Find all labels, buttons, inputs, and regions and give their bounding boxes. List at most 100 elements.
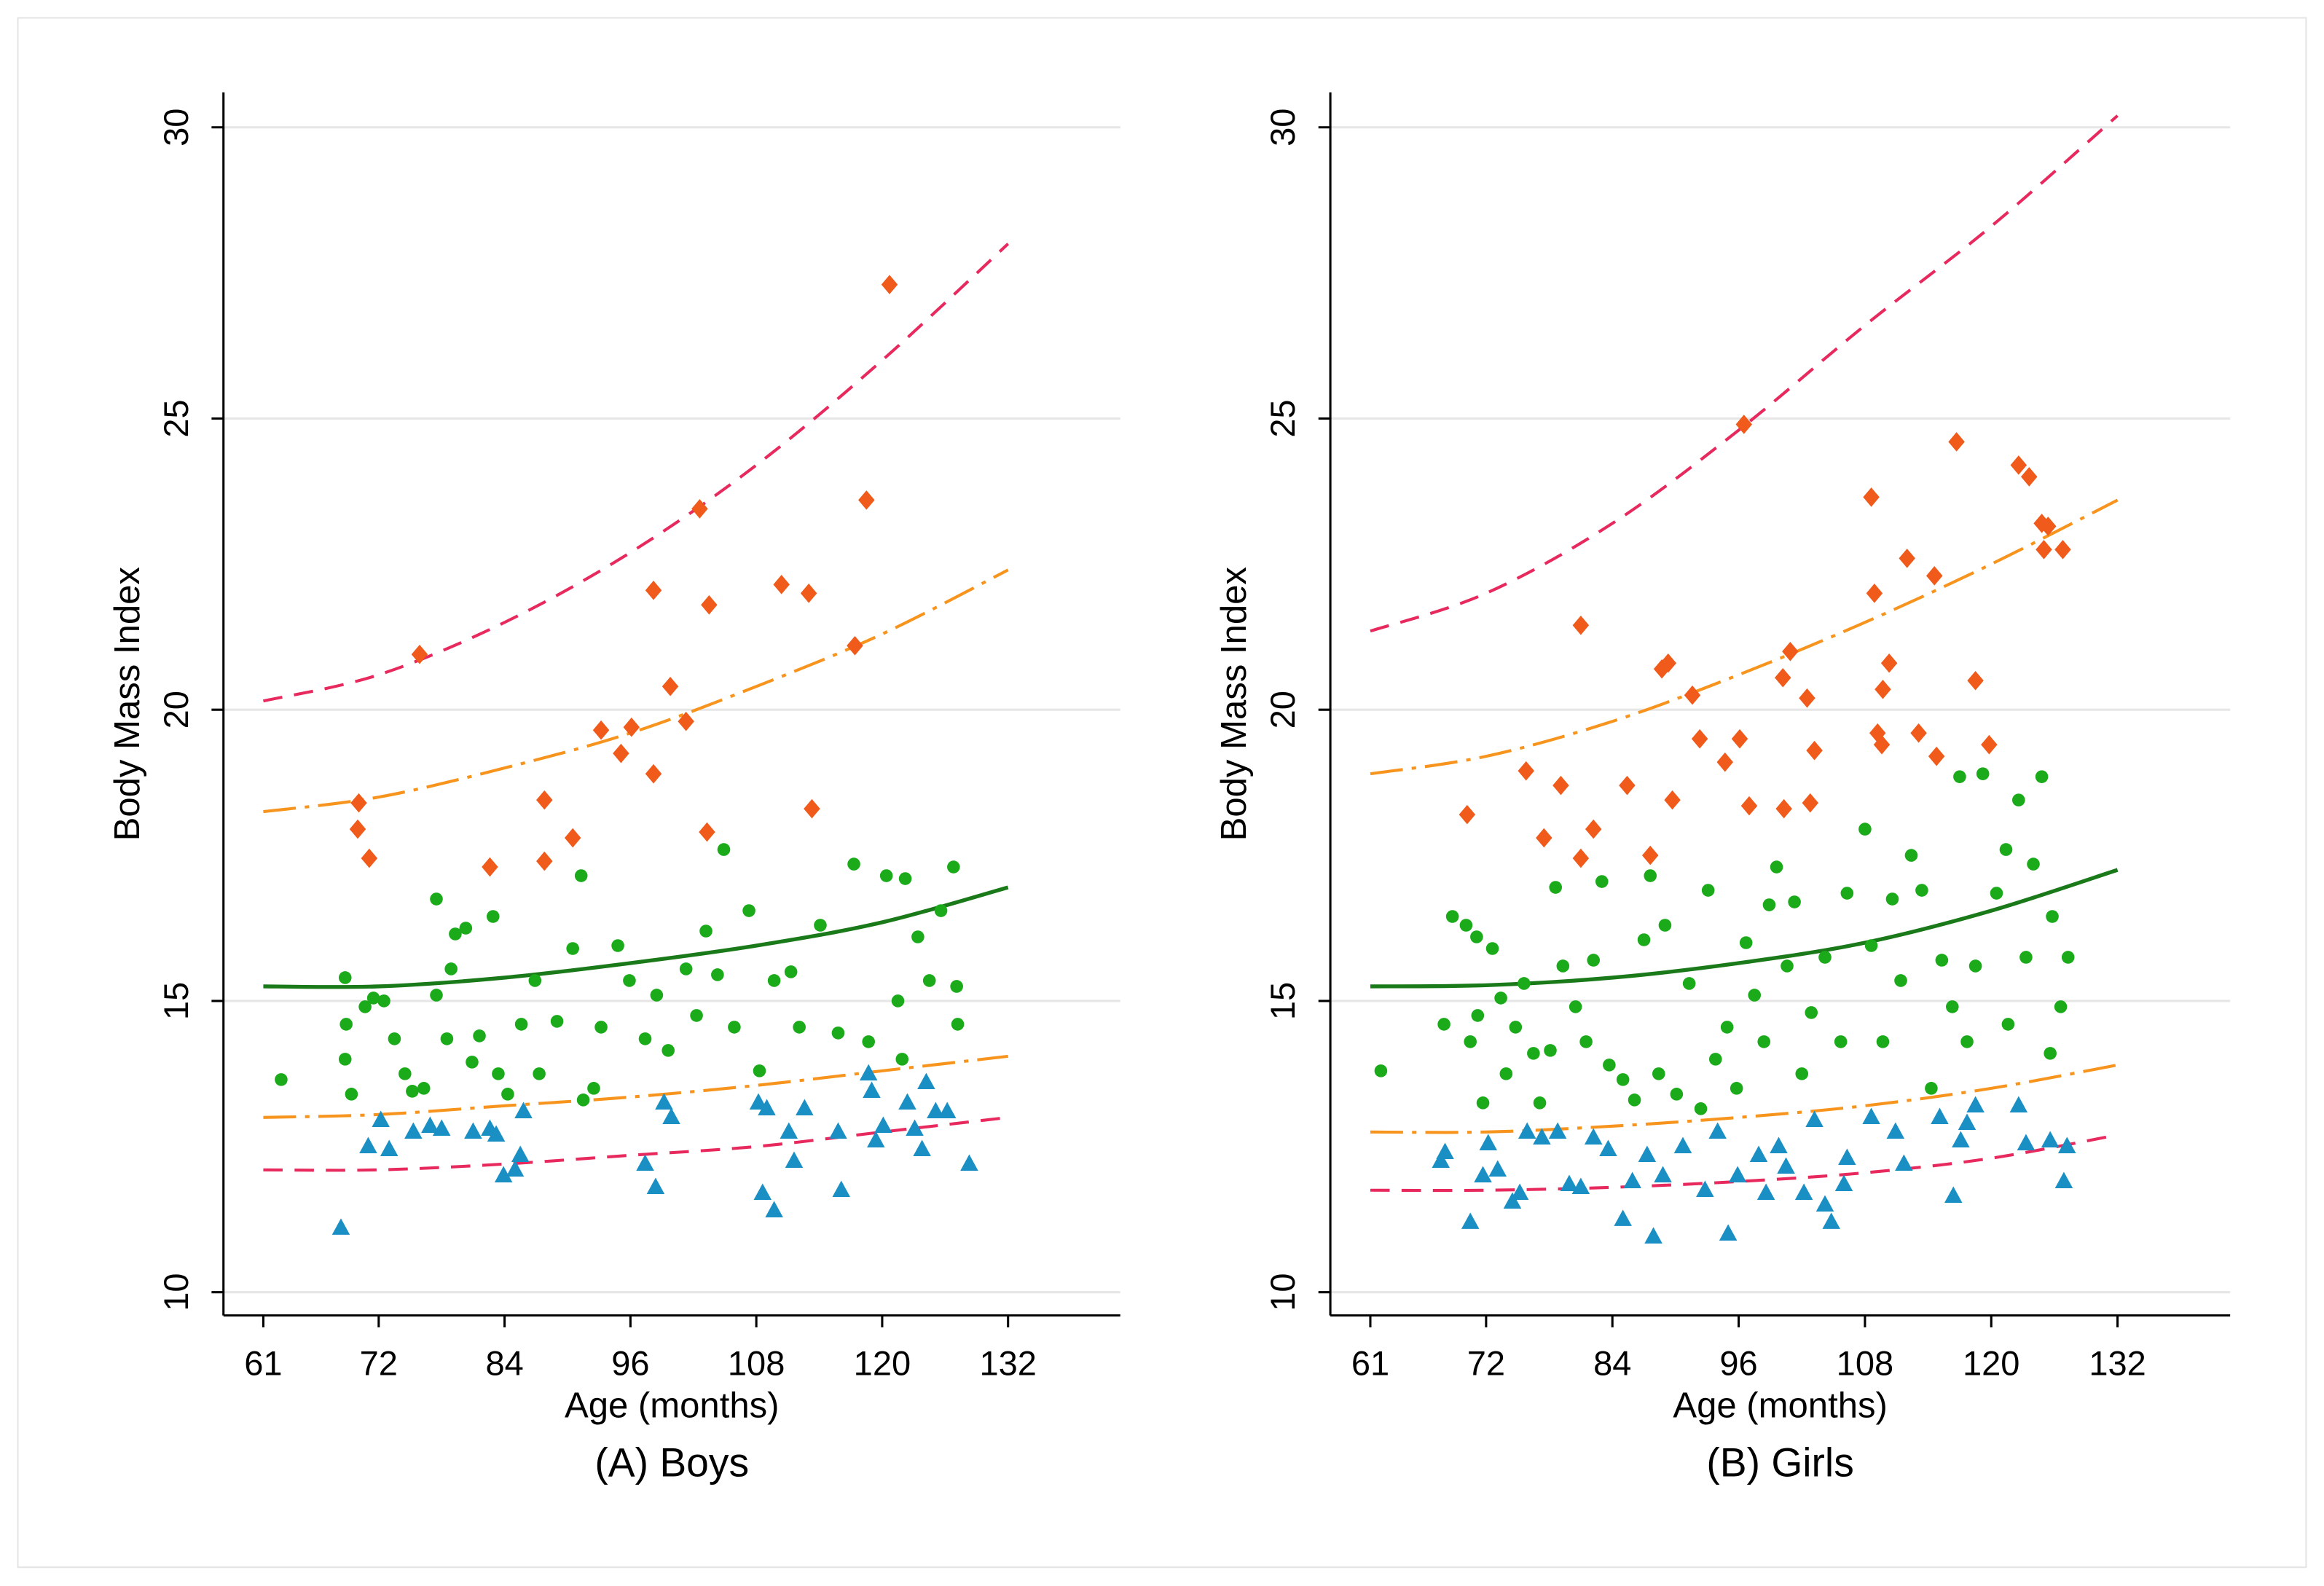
point-circle [891, 994, 905, 1008]
point-circle [1670, 1088, 1684, 1101]
point-circle [1781, 959, 1794, 973]
reference-curve [1370, 868, 2119, 989]
point-triangle [1654, 1166, 1672, 1182]
x-axis-label: Age (months) [565, 1386, 780, 1425]
point-triangle [1696, 1180, 1714, 1197]
point-circle [934, 904, 948, 917]
point-circle [358, 1000, 372, 1013]
point-diamond [645, 763, 662, 784]
point-triangle [829, 1122, 847, 1139]
point-triangle [863, 1081, 881, 1099]
point-circle [514, 1018, 528, 1031]
point-circle [1628, 1094, 1641, 1107]
point-circle [1935, 954, 1949, 967]
point-triangle [1518, 1122, 1536, 1139]
point-diamond [592, 720, 610, 740]
point-circle [650, 989, 664, 1002]
point-circle [1701, 884, 1715, 897]
point-circle [486, 910, 500, 923]
panel: 10 15 20 25 30 61 72 84 96 108 120 132 Age (months) B… [108, 92, 1120, 1485]
point-circle [1470, 930, 1483, 943]
point-circle [338, 971, 352, 984]
point-triangle [749, 1093, 768, 1110]
point-triangle [1756, 1183, 1775, 1200]
point-circle [1494, 992, 1507, 1005]
x-tick-label: 84 [1593, 1344, 1631, 1383]
point-diamond [623, 717, 640, 737]
point-triangle [404, 1122, 423, 1139]
point-circle [345, 1088, 358, 1101]
point-diamond [800, 584, 817, 603]
point-circle [1748, 989, 1762, 1002]
point-circle [449, 927, 462, 941]
point-circle [430, 892, 443, 906]
point-circle [1946, 1000, 1959, 1013]
point-triangle [1822, 1212, 1840, 1229]
x-tick-label: 120 [1963, 1344, 2019, 1383]
point-triangle [1614, 1209, 1632, 1226]
point-circle [911, 930, 925, 943]
point-triangle [1895, 1154, 1913, 1171]
point-circle [742, 904, 755, 917]
point-circle [339, 1018, 353, 1031]
point-circle [2001, 1018, 2015, 1031]
point-circle [459, 922, 473, 935]
point-circle [1644, 869, 1657, 882]
point-circle [1556, 959, 1570, 973]
point-circle [1770, 860, 1783, 874]
x-tick-label: 72 [1467, 1344, 1505, 1383]
point-diamond [1782, 641, 1799, 662]
point-circle [1652, 1067, 1665, 1080]
point-triangle [1719, 1224, 1738, 1241]
point-circle [594, 1021, 608, 1034]
point-triangle [1966, 1096, 1985, 1113]
point-circle [1834, 1035, 1848, 1048]
point-circle [1518, 977, 1531, 990]
point-circle [406, 1085, 419, 1098]
point-diamond [2054, 540, 2071, 560]
point-circle [1485, 942, 1499, 955]
point-circle [847, 857, 860, 871]
point-circle [1616, 1073, 1630, 1086]
point-circle [711, 968, 724, 981]
point-triangle [1708, 1122, 1727, 1139]
point-triangle [1834, 1174, 1853, 1191]
point-circle [1953, 770, 1966, 783]
point-triangle [898, 1093, 916, 1110]
y-axis-label: Body Mass Index [108, 567, 147, 841]
point-diamond [350, 793, 367, 813]
point-triangle [938, 1102, 957, 1119]
point-triangle [1944, 1186, 1963, 1203]
x-tick-label: 96 [1719, 1344, 1757, 1383]
point-diamond [411, 644, 428, 664]
point-circle [2054, 1000, 2068, 1013]
point-circle [1788, 895, 1801, 908]
point-triangle [927, 1102, 945, 1119]
point-circle [2012, 793, 2025, 806]
point-circle [1739, 936, 1753, 949]
y-axis-label: Body Mass Index [1214, 567, 1254, 841]
x-tick-label: 108 [728, 1344, 785, 1383]
point-circle [1999, 843, 2013, 856]
point-circle [793, 1021, 806, 1034]
point-circle [1762, 898, 1776, 911]
point-triangle [636, 1154, 654, 1171]
point-triangle [765, 1201, 783, 1217]
point-circle [1990, 887, 2003, 900]
point-diamond [1572, 848, 1590, 868]
point-triangle [2041, 1131, 2060, 1148]
point-triangle [780, 1122, 798, 1139]
x-tick-label: 96 [611, 1344, 649, 1383]
point-circle [831, 1026, 845, 1040]
point-circle [1595, 875, 1609, 888]
x-tick-label: 108 [1837, 1344, 1893, 1383]
point-triangle [1533, 1128, 1551, 1145]
point-circle [417, 1082, 431, 1095]
point-circle [466, 1056, 479, 1069]
point-triangle [874, 1116, 892, 1134]
point-diamond [645, 581, 662, 600]
point-diamond [1716, 752, 1734, 772]
point-circle [784, 965, 798, 978]
point-triangle [1510, 1183, 1529, 1200]
